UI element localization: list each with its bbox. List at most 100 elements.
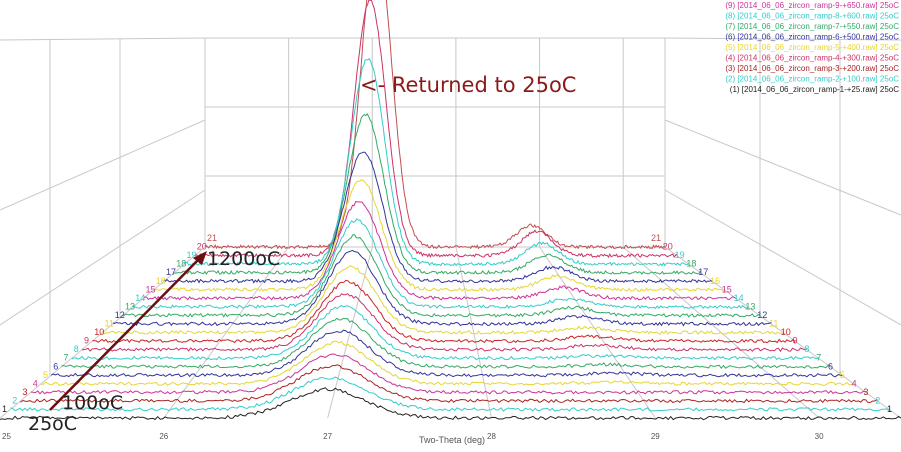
series-label-right-16: 16	[710, 276, 720, 286]
legend-entry: (3) [2014_06_06_zircon_ramp-3-+200.raw] …	[725, 64, 899, 73]
left-wall-gridline	[0, 246, 206, 419]
series-label-left-19: 19	[187, 250, 197, 260]
series-label-left-14: 14	[135, 293, 145, 303]
series-line-8	[71, 305, 819, 361]
series-label-right-19: 19	[675, 250, 685, 260]
series-label-right-17: 17	[698, 267, 708, 277]
series-line-11	[102, 265, 784, 335]
series-line-10	[92, 279, 796, 344]
series-label-left-20: 20	[197, 242, 207, 252]
series-label-right-4: 4	[852, 378, 857, 388]
series-label-left-21: 21	[207, 233, 217, 243]
legend-entry: (7) [2014_06_06_zircon_ramp-7-+550.raw] …	[725, 22, 899, 31]
series-label-left-5: 5	[43, 370, 48, 380]
series-line-12	[112, 249, 772, 327]
series-line-13	[122, 234, 760, 318]
series-line-17	[163, 151, 713, 284]
x-tick-label: 30	[815, 432, 824, 441]
series-label-right-9: 9	[793, 336, 798, 346]
series-label-left-17: 17	[166, 267, 176, 277]
series-label-right-6: 6	[828, 361, 833, 371]
right-wall-gridline	[664, 119, 901, 216]
series-label-left-9: 9	[84, 336, 89, 346]
series-label-left-4: 4	[33, 378, 38, 388]
series-label-left-6: 6	[53, 361, 58, 371]
annotation-returned: <- Returned to 25oC	[360, 73, 576, 97]
series-layer	[0, 0, 901, 421]
annotation-100: 100oC	[62, 392, 123, 414]
legend-entry: (9) [2014_06_06_zircon_ramp-9-+650.raw] …	[725, 1, 899, 10]
series-line-6	[51, 329, 843, 378]
series-line-21	[204, 0, 666, 250]
legend-entry: (8) [2014_06_06_zircon_ramp-8-+600.raw] …	[725, 12, 899, 21]
series-line-16	[153, 179, 725, 292]
x-tick-label: 29	[651, 432, 660, 441]
series-label-right-13: 13	[745, 301, 755, 311]
series-line-4	[30, 353, 866, 395]
x-tick-label: 25	[2, 432, 11, 441]
x-tick-label: 28	[487, 432, 496, 441]
series-line-2	[10, 376, 890, 412]
legend-entry: (6) [2014_06_06_zircon_ramp-6-+500.raw] …	[725, 33, 899, 42]
series-label-right-5: 5	[840, 370, 845, 380]
temperature-arrow-shaft	[49, 257, 201, 411]
series-line-3	[20, 364, 878, 404]
series-line-15	[143, 201, 737, 301]
series-label-left-11: 11	[105, 319, 114, 329]
series-line-20	[194, 0, 678, 259]
legend-entry: (4) [2014_06_06_zircon_ramp-4-+300.raw] …	[725, 54, 899, 63]
series-label-right-15: 15	[722, 284, 732, 294]
right-wall-gridline	[664, 189, 901, 326]
x-tick-label: 27	[323, 432, 332, 441]
series-label-left-18: 18	[176, 259, 186, 269]
series-label-right-8: 8	[804, 344, 809, 354]
series-label-left-3: 3	[23, 387, 28, 397]
series-line-1	[0, 387, 901, 421]
left-wall-gridline	[0, 119, 206, 211]
series-label-left-2: 2	[12, 395, 17, 405]
series-line-5	[40, 340, 855, 386]
series-line-14	[132, 218, 748, 310]
x-tick-label: 26	[159, 432, 168, 441]
left-wall-gridline	[0, 37, 206, 41]
series-label-left-8: 8	[74, 344, 79, 354]
left-wall-gridline	[0, 189, 206, 326]
series-label-left-16: 16	[156, 276, 166, 286]
series-label-left-10: 10	[94, 327, 104, 337]
series-label-left-1: 1	[2, 404, 7, 414]
series-line-19	[184, 58, 689, 267]
series-label-right-7: 7	[816, 353, 821, 363]
series-label-right-18: 18	[686, 259, 696, 269]
series-label-right-2: 2	[875, 395, 880, 405]
annotation-1200: 1200oC	[207, 248, 280, 270]
series-label-left-15: 15	[146, 284, 156, 294]
right-wall-gridline	[664, 246, 901, 419]
series-line-18	[174, 113, 701, 276]
series-label-left-13: 13	[125, 301, 135, 311]
series-label-right-21: 21	[651, 233, 661, 243]
series-line-9	[81, 293, 807, 353]
series-label-right-20: 20	[663, 242, 673, 252]
floor-gridline	[163, 246, 290, 419]
legend-entry: (2) [2014_06_06_zircon_ramp-2-+100.raw] …	[725, 75, 899, 84]
floor-gridline	[455, 246, 492, 419]
annotation-25: 25oC	[28, 413, 77, 435]
series-label-right-14: 14	[734, 293, 744, 303]
legend: (9) [2014_06_06_zircon_ramp-9-+650.raw] …	[725, 1, 899, 94]
x-axis-title: Two-Theta (deg)	[419, 435, 485, 445]
series-label-right-11: 11	[769, 319, 778, 329]
legend-entry: (1) [2014_06_06_zircon_ramp-1-+25.raw] 2…	[730, 85, 899, 94]
right-wall-gridline	[664, 37, 901, 41]
series-label-right-10: 10	[781, 327, 791, 337]
series-label-right-1: 1	[887, 404, 892, 414]
series-label-right-3: 3	[863, 387, 868, 397]
series-label-right-12: 12	[757, 310, 767, 320]
series-label-left-12: 12	[115, 310, 125, 320]
temperature-arrow-head	[193, 251, 207, 265]
legend-entry: (5) [2014_06_06_zircon_ramp-5-+400.raw] …	[725, 43, 899, 52]
series-line-7	[61, 317, 831, 370]
x-axis: Two-Theta (deg) 25 26 27 28 29 30	[2, 432, 824, 445]
